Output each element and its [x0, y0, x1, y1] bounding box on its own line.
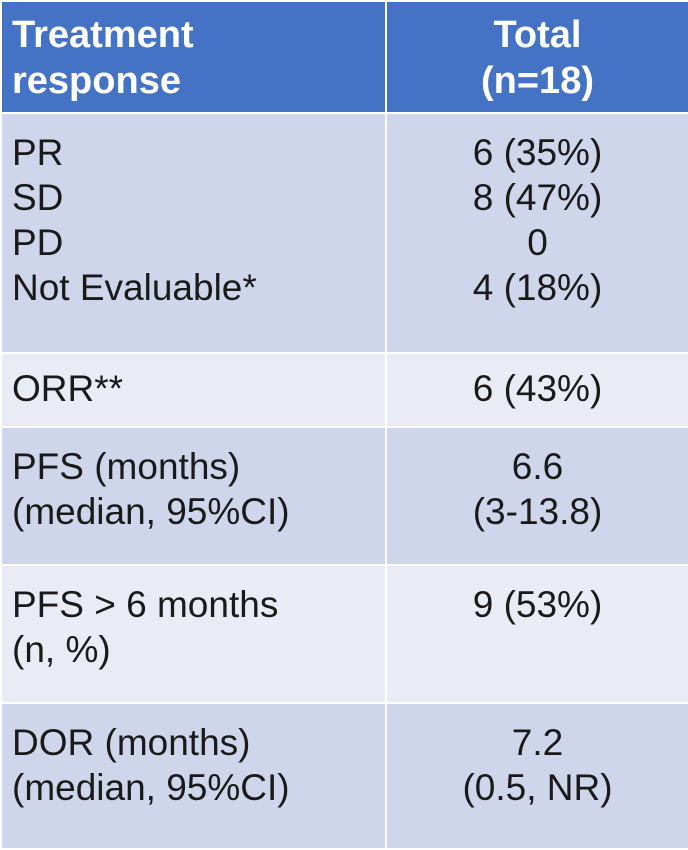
row-value: 6.6 — [511, 446, 564, 487]
row-label-cell: DOR (months) (median, 95%CI) — [0, 702, 387, 850]
header-col1-line: response — [12, 60, 181, 102]
row-value: 4 (18%) — [472, 267, 603, 308]
row-value: 9 (53%) — [472, 584, 603, 625]
header-total: Total (n=18) — [385, 0, 688, 114]
table-row-response-categories: PR SD PD Not Evaluable* 6 (35%) 8 (47%) … — [0, 112, 688, 354]
row-value: (3-13.8) — [472, 491, 603, 532]
row-label-cell: PFS > 6 months (n, %) — [0, 564, 387, 704]
row-value: 7.2 — [511, 722, 564, 763]
row-value-cell: 6.6 (3-13.8) — [385, 426, 688, 566]
row-label-cell: ORR** — [0, 352, 387, 428]
header-treatment-response: Treatment response — [0, 0, 387, 114]
row-value-cell: 7.2 (0.5, NR) — [385, 702, 688, 850]
row-value: 6 (43%) — [472, 368, 603, 409]
row-label: PFS (months) — [12, 446, 241, 487]
row-value-cell: 6 (43%) — [385, 352, 688, 428]
row-label: SD — [12, 177, 64, 218]
row-label: DOR (months) — [12, 722, 251, 763]
header-col1-line: Treatment — [12, 14, 194, 56]
header-col2-line: (n=18) — [481, 60, 594, 102]
row-value: 0 — [527, 222, 548, 263]
row-label: Not Evaluable* — [12, 267, 257, 308]
table-row-dor: DOR (months) (median, 95%CI) 7.2 (0.5, N… — [0, 702, 688, 850]
row-value: (0.5, NR) — [462, 767, 613, 808]
row-label: ORR** — [12, 368, 124, 409]
row-value: 8 (47%) — [472, 177, 603, 218]
row-label: (median, 95%CI) — [12, 491, 290, 532]
row-label-cell: PR SD PD Not Evaluable* — [0, 112, 387, 354]
header-row: Treatment response Total (n=18) — [0, 0, 688, 114]
table-row-pfs-6-months: PFS > 6 months (n, %) 9 (53%) — [0, 564, 688, 704]
table-row-pfs: PFS (months) (median, 95%CI) 6.6 (3-13.8… — [0, 426, 688, 566]
row-label: PD — [12, 222, 64, 263]
row-value-cell: 6 (35%) 8 (47%) 0 4 (18%) — [385, 112, 688, 354]
header-col2-line: Total — [493, 14, 582, 56]
row-label: (median, 95%CI) — [12, 767, 290, 808]
row-value: 6 (35%) — [472, 132, 603, 173]
row-label-cell: PFS (months) (median, 95%CI) — [0, 426, 387, 566]
table-row-orr: ORR** 6 (43%) — [0, 352, 688, 428]
row-label: PFS > 6 months — [12, 584, 279, 625]
row-label: PR — [12, 132, 64, 173]
row-value-cell: 9 (53%) — [385, 564, 688, 704]
row-label: (n, %) — [12, 629, 111, 670]
